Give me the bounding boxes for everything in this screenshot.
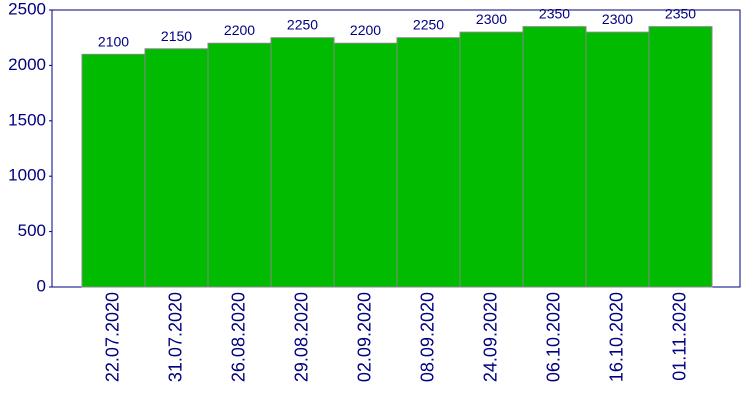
value-label: 2200 (224, 22, 255, 38)
bar (396, 37, 461, 288)
bar (648, 26, 713, 288)
value-label: 2100 (98, 33, 129, 49)
value-label: 2300 (602, 11, 633, 27)
value-label: 2150 (161, 28, 192, 44)
y-tick-label: 1500 (8, 110, 46, 129)
x-tick-label: 08.09.2020 (417, 292, 437, 382)
y-tick-label: 1000 (8, 166, 46, 185)
y-tick-label: 500 (18, 221, 46, 240)
x-tick-label: 29.08.2020 (291, 292, 311, 382)
bar (333, 42, 398, 288)
y-tick-label: 2000 (8, 55, 46, 74)
value-label: 2250 (287, 17, 318, 33)
value-label: 2200 (350, 22, 381, 38)
bar (585, 31, 650, 288)
value-label: 2350 (665, 6, 696, 22)
x-tick-label: 06.10.2020 (543, 292, 563, 382)
bar (270, 37, 335, 288)
x-tick-label: 01.11.2020 (669, 292, 689, 381)
bar (81, 53, 146, 288)
x-tick-label: 26.08.2020 (228, 292, 248, 382)
x-tick-label: 22.07.2020 (102, 292, 122, 382)
y-tick-label: 2500 (8, 0, 46, 18)
bar (144, 48, 209, 288)
bar (459, 31, 524, 288)
bar (522, 26, 587, 288)
value-label: 2300 (476, 11, 507, 27)
value-label: 2250 (413, 17, 444, 33)
x-tick-label: 24.09.2020 (480, 292, 500, 382)
x-tick-label: 16.10.2020 (606, 292, 626, 382)
x-tick-label: 31.07.2020 (165, 292, 185, 382)
bar (207, 42, 272, 288)
value-label: 2350 (539, 6, 570, 22)
y-tick-label: 0 (37, 276, 46, 295)
x-tick-label: 02.09.2020 (354, 292, 374, 382)
